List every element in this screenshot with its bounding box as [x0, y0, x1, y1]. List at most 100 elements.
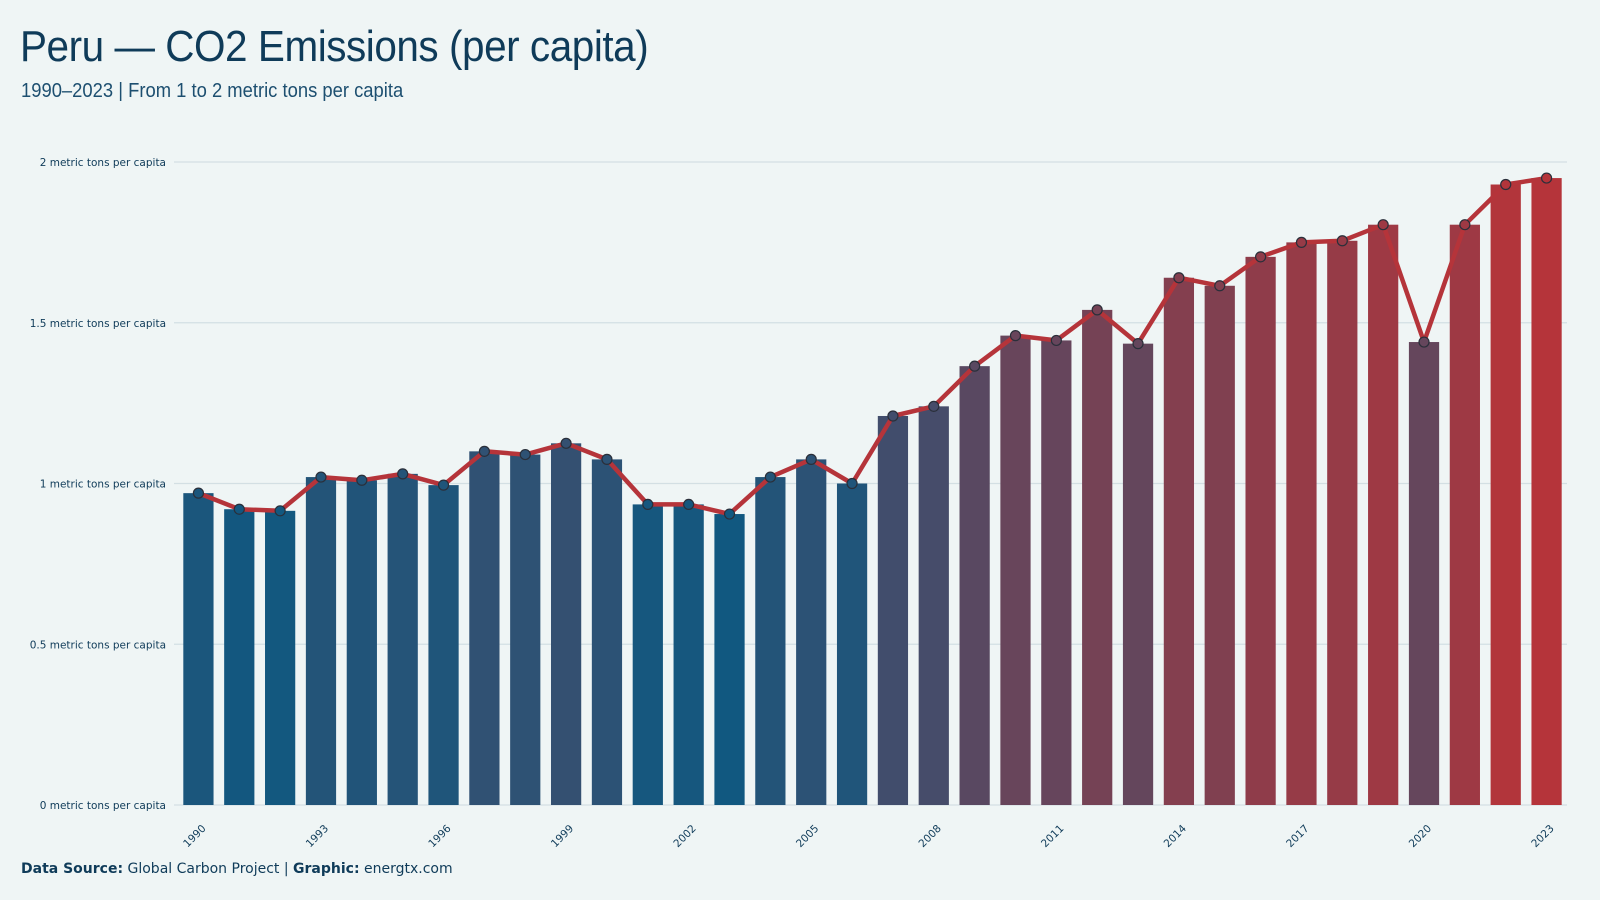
data-point	[478, 445, 490, 457]
bar	[755, 477, 786, 805]
x-tick-label: 2020	[1407, 823, 1434, 850]
y-tick-label: 1.5 metric tons per capita	[30, 318, 166, 330]
x-tick-label: 2023	[1529, 823, 1556, 850]
bar	[1122, 343, 1154, 805]
bar	[1286, 242, 1317, 805]
bar	[305, 477, 337, 805]
data-point	[1050, 334, 1062, 347]
data-point	[1459, 219, 1471, 231]
data-point	[1009, 330, 1022, 342]
data-point	[683, 498, 695, 510]
data-point	[969, 360, 981, 372]
data-point	[437, 479, 450, 491]
bar	[224, 509, 255, 805]
x-tick-label: 2005	[794, 823, 821, 850]
data-point	[356, 474, 368, 486]
data-point	[1173, 272, 1185, 284]
bar	[1204, 285, 1235, 806]
y-tick-label: 0.5 metric tons per capita	[30, 639, 166, 651]
y-tick-label: 1 metric tons per capita	[40, 479, 166, 491]
bar	[918, 406, 949, 805]
data-point	[1255, 251, 1267, 263]
bar	[1245, 256, 1276, 805]
bar	[428, 485, 459, 805]
grid-lines	[174, 161, 1567, 806]
data-point	[1091, 304, 1103, 316]
bar	[836, 483, 868, 805]
x-tick-label: 1993	[304, 823, 331, 850]
x-tick-label: 2002	[671, 823, 698, 850]
bar	[632, 504, 663, 805]
bar	[1408, 342, 1440, 805]
bars	[183, 178, 1562, 806]
bar	[346, 480, 377, 805]
data-point	[1540, 172, 1553, 184]
bar	[1000, 335, 1031, 805]
trend-line-path	[196, 175, 1549, 517]
data-point	[1295, 236, 1308, 248]
data-point	[1418, 336, 1430, 348]
footer-credits: Data Source: Global Carbon Project | Gra…	[21, 861, 453, 877]
source-label: Data Source:	[21, 861, 124, 877]
data-point	[560, 437, 572, 449]
chart-subtitle: 1990–2023 | From 1 to 2 metric tons per …	[21, 80, 404, 102]
bar	[714, 514, 745, 805]
bar	[1327, 240, 1358, 805]
data-point	[601, 453, 613, 465]
bar	[591, 459, 623, 805]
x-tick-label: 2011	[1039, 823, 1066, 850]
bar	[877, 415, 909, 805]
data-point	[274, 505, 286, 517]
bar	[1531, 178, 1562, 805]
data-point	[723, 508, 736, 520]
bar	[1163, 277, 1195, 805]
data-point	[846, 477, 858, 490]
data-point	[1214, 280, 1226, 292]
data-point	[805, 453, 817, 465]
bar	[673, 504, 704, 805]
bar	[469, 451, 500, 805]
data-point	[1500, 178, 1512, 191]
x-axis-ticks: 1990 1993 1996 1999 2002 2005 2008 2011 2014 2017…	[181, 822, 1557, 850]
data-point	[642, 498, 654, 510]
bar	[1449, 224, 1480, 805]
data-point	[233, 503, 245, 515]
chart-title: Peru — CO2 Emissions (per capita)	[20, 22, 649, 71]
bar	[1368, 224, 1399, 805]
bar	[183, 493, 214, 805]
bar	[550, 443, 582, 805]
x-tick-label: 2008	[917, 823, 944, 850]
data-point	[764, 471, 776, 483]
data-point	[1132, 338, 1144, 350]
x-tick-label: 1999	[549, 823, 576, 850]
bar	[1041, 340, 1072, 805]
graphic-label: Graphic:	[293, 861, 360, 877]
data-point	[928, 400, 940, 412]
bar	[1082, 309, 1113, 805]
footer-separator: |	[283, 861, 289, 877]
y-tick-label: 0 metric tons per capita	[40, 800, 166, 812]
data-point	[1336, 235, 1348, 247]
data-point	[1377, 219, 1389, 231]
y-axis-ticks: 0 metric tons per capita 0.5 metric tons …	[30, 157, 166, 812]
data-point	[397, 468, 409, 480]
data-point	[887, 410, 899, 422]
x-tick-label: 1996	[426, 822, 454, 850]
bar	[1490, 184, 1521, 805]
bar	[959, 366, 990, 805]
source-value: Global Carbon Project	[127, 861, 280, 877]
x-tick-label: 2017	[1284, 823, 1311, 850]
trend-points	[192, 172, 1553, 520]
bar	[387, 473, 418, 805]
trend-line	[196, 175, 1549, 517]
data-point	[315, 471, 327, 483]
y-tick-label: 2 metric tons per capita	[40, 157, 166, 169]
x-tick-label: 2014	[1162, 822, 1190, 850]
x-tick-label: 1990	[181, 823, 208, 850]
data-point	[519, 448, 531, 461]
bar	[510, 454, 541, 805]
bar	[265, 510, 296, 805]
bar	[796, 459, 827, 805]
data-point	[192, 487, 205, 499]
